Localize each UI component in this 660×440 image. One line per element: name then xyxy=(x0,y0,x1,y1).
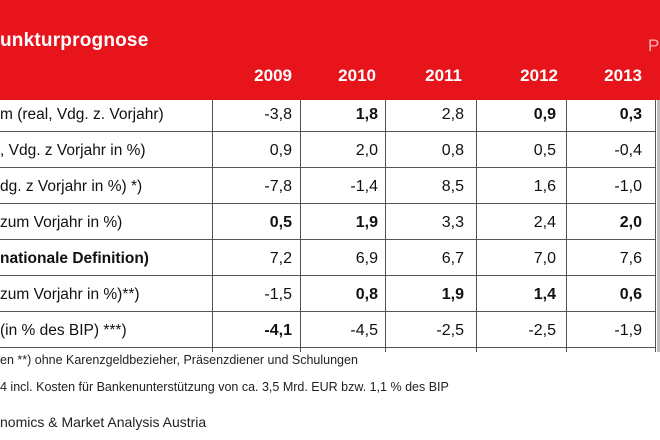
table-row: , Vdg. z Vorjahr in %) 0,9 2,0 0,8 0,5 -0,4 xyxy=(0,136,656,168)
header-edge-text: P xyxy=(648,36,660,55)
year-header-2011: 2011 xyxy=(425,66,462,85)
table-header-banner: unkturprognose P 2009 2010 2011 2012 201… xyxy=(0,0,660,100)
table-cell-2011: 6,7 xyxy=(441,250,464,267)
row-label: zum Vorjahr in %) xyxy=(0,214,123,231)
table-cell-2011: 3,3 xyxy=(441,214,464,231)
year-header-2010: 2010 xyxy=(338,66,376,85)
table-row: nationale Definition) 7,2 6,9 6,7 7,0 7,6 xyxy=(0,244,656,276)
table-cell-2012: 0,9 xyxy=(533,106,556,123)
table-cell-2012: 1,4 xyxy=(533,286,556,303)
table-row: m (real, Vdg. z. Vorjahr) -3,8 1,8 2,8 0,9 0,… xyxy=(0,100,656,132)
table-cell-2009: -7,8 xyxy=(264,178,292,195)
table-cell-2012: 0,5 xyxy=(533,142,556,159)
source-note: nomics & Market Analysis Austria xyxy=(0,414,207,430)
table-cell-2013: 7,6 xyxy=(619,250,642,267)
table-cell-2010: 1,8 xyxy=(355,106,378,123)
table-cell-2011: 2,8 xyxy=(441,106,464,123)
table-cell-2010: 2,0 xyxy=(355,142,378,159)
row-label: , Vdg. z Vorjahr in %) xyxy=(0,142,146,159)
table-cell-2009: 0,5 xyxy=(269,214,292,231)
column-divider xyxy=(476,100,477,352)
table-cell-2012: 1,6 xyxy=(533,178,556,195)
table-cell-2009: 7,2 xyxy=(269,250,292,267)
table-cell-2009: 0,9 xyxy=(269,142,292,159)
year-header-2013: 2013 xyxy=(604,66,642,85)
row-label: nationale Definition) xyxy=(0,250,149,267)
table-title: unkturprognose xyxy=(0,30,149,51)
column-divider xyxy=(655,100,656,352)
column-divider xyxy=(300,100,301,352)
footnote-2: 4 incl. Kosten für Bankenunterstützung v… xyxy=(0,380,449,394)
table-cell-2013: 2,0 xyxy=(619,214,642,231)
table-cell-2009: -1,5 xyxy=(264,286,292,303)
column-divider xyxy=(212,100,213,352)
table-row: dg. z Vorjahr in %) *) -7,8 -1,4 8,5 1,6 -1,0 xyxy=(0,172,656,204)
table-row: zum Vorjahr in %)**) -1,5 0,8 1,9 1,4 0,6 xyxy=(0,280,656,312)
row-label: dg. z Vorjahr in %) *) xyxy=(0,178,143,195)
table-cell-2012: 2,4 xyxy=(533,214,556,231)
year-header-2012: 2012 xyxy=(520,66,558,85)
table-cell-2010: -1,4 xyxy=(350,178,378,195)
row-label: (in % des BIP) ***) xyxy=(0,322,127,339)
right-edge-bar xyxy=(657,100,660,352)
table-cell-2010: -4,5 xyxy=(350,322,378,339)
table-cell-2010: 6,9 xyxy=(355,250,378,267)
table-cell-2013: 0,6 xyxy=(619,286,642,303)
table-cell-2013: 0,3 xyxy=(619,106,642,123)
table-cell-2009: -3,8 xyxy=(264,106,292,123)
table-cell-2010: 1,9 xyxy=(355,214,378,231)
table-cell-2011: -2,5 xyxy=(436,322,464,339)
table-row: (in % des BIP) ***) -4,1 -4,5 -2,5 -2,5 -1,9 xyxy=(0,316,656,348)
table-cell-2013: -1,0 xyxy=(614,178,642,195)
table-cell-2009: -4,1 xyxy=(264,322,292,339)
table-cell-2011: 1,9 xyxy=(441,286,464,303)
column-divider xyxy=(385,100,386,352)
table-cell-2011: 8,5 xyxy=(441,178,464,195)
table-row: zum Vorjahr in %) 0,5 1,9 3,3 2,4 2,0 xyxy=(0,208,656,240)
table-cell-2012: 7,0 xyxy=(533,250,556,267)
table-cell-2012: -2,5 xyxy=(528,322,556,339)
year-header-2009: 2009 xyxy=(254,66,292,85)
table-cell-2010: 0,8 xyxy=(355,286,378,303)
row-label: m (real, Vdg. z. Vorjahr) xyxy=(0,106,164,123)
table-cell-2013: -0,4 xyxy=(614,142,642,159)
row-label: zum Vorjahr in %)**) xyxy=(0,286,140,303)
column-divider xyxy=(566,100,567,352)
table-cell-2013: -1,9 xyxy=(614,322,642,339)
footnote-1: en **) ohne Karenzgeldbezieher, Präsenzd… xyxy=(0,353,358,367)
table-cell-2011: 0,8 xyxy=(441,142,464,159)
